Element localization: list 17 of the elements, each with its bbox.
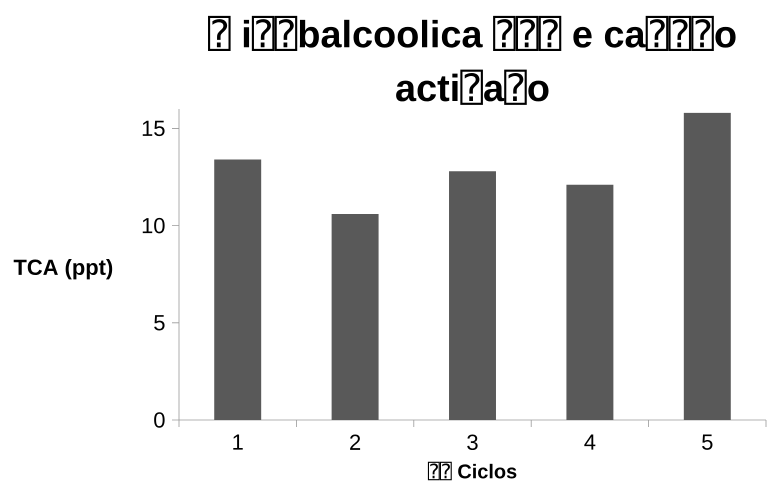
x-tick-label: 5 [702, 434, 712, 450]
x-tick-label: 3 [467, 434, 478, 450]
x-axis-title: ⍰⍰ Ciclos [428, 462, 516, 480]
y-axis-title: TCA (ppt) [14, 258, 112, 280]
y-tick-label: 10 [142, 218, 165, 234]
y-tick-label: 5 [154, 315, 165, 330]
y-tick-label: 15 [142, 120, 165, 136]
x-tick-label: 1 [233, 434, 243, 450]
x-tick-label: 2 [350, 434, 360, 450]
bar [332, 214, 379, 420]
bar [449, 171, 496, 420]
y-tick-label: 0 [154, 412, 165, 428]
bar [684, 112, 731, 420]
bar [566, 184, 614, 420]
bar [214, 160, 262, 420]
x-tick-label: 4 [584, 434, 596, 450]
chart-title: ⍰ i⍰⍰balcoolica ⍰⍰⍰ e ca⍰⍰⍰o acti⍰a⍰o [208, 16, 736, 105]
